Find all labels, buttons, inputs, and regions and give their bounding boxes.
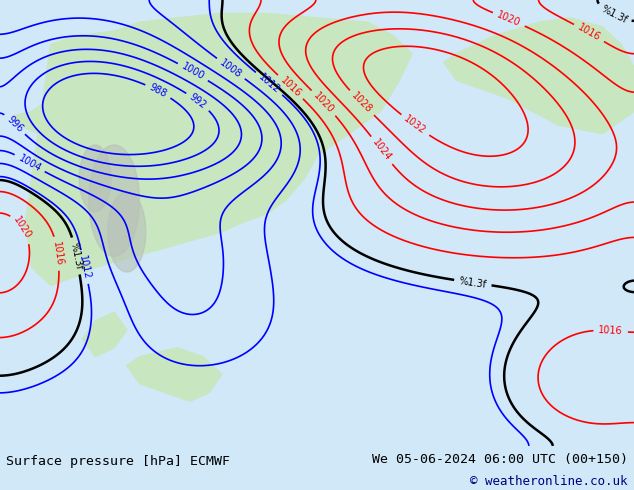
Ellipse shape [108,192,146,272]
Text: 1016: 1016 [598,325,623,336]
Text: Surface pressure [hPa] ECMWF: Surface pressure [hPa] ECMWF [6,455,230,468]
Text: 1028: 1028 [349,91,374,115]
Text: 1008: 1008 [218,57,243,80]
Text: © weatheronline.co.uk: © weatheronline.co.uk [470,475,628,488]
Text: %1.3f: %1.3f [68,242,84,270]
Text: 1020: 1020 [11,215,34,241]
Text: 988: 988 [148,82,169,99]
Polygon shape [82,312,127,357]
Text: 1012: 1012 [257,72,281,95]
Ellipse shape [89,145,139,256]
Polygon shape [13,80,127,143]
Text: %1.3f: %1.3f [458,276,488,290]
Text: 1016: 1016 [576,23,602,43]
Text: 1000: 1000 [180,61,206,82]
Text: 1032: 1032 [402,114,428,137]
Text: 1016: 1016 [51,241,65,267]
Text: 992: 992 [188,92,209,111]
Text: 996: 996 [5,114,25,134]
Text: We 05-06-2024 06:00 UTC (00+150): We 05-06-2024 06:00 UTC (00+150) [372,453,628,466]
Text: 1024: 1024 [370,138,393,163]
Text: 1020: 1020 [496,10,522,28]
Text: 1016: 1016 [278,75,303,99]
Text: %1.3f: %1.3f [599,4,628,25]
Text: 1020: 1020 [311,91,336,115]
Polygon shape [444,18,634,134]
Text: 1012: 1012 [77,254,92,280]
Polygon shape [25,13,412,285]
Ellipse shape [79,145,111,212]
Text: 1004: 1004 [16,153,43,173]
Polygon shape [127,348,222,401]
